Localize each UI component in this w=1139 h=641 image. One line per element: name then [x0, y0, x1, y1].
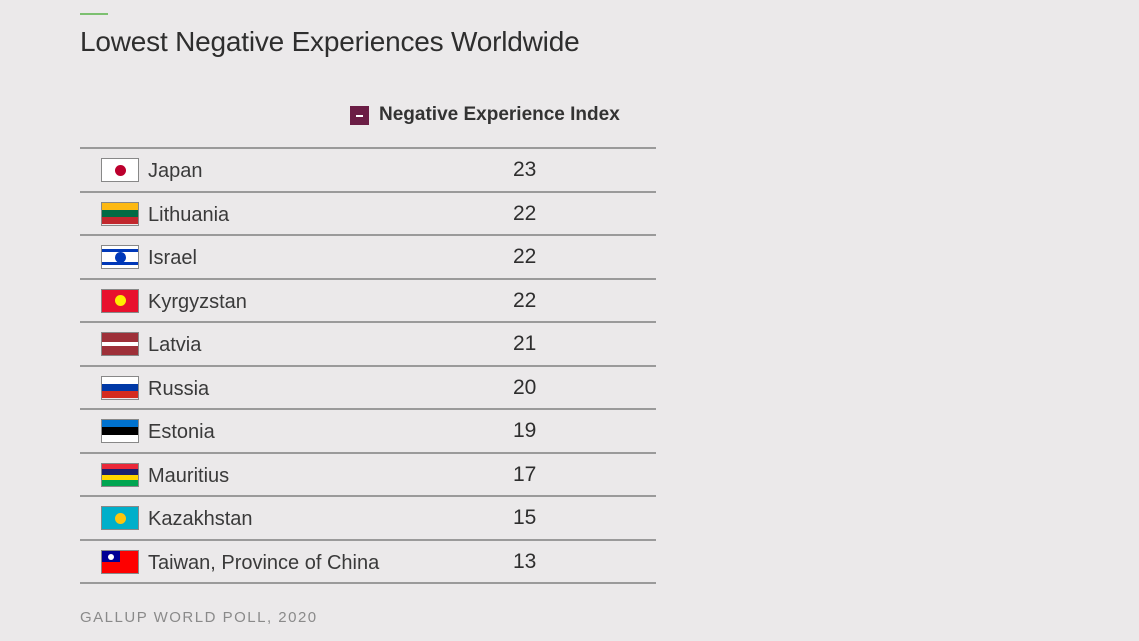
country-name: Kazakhstan [148, 508, 253, 530]
table-row: Mauritius 17 [80, 454, 656, 497]
country-name: Latvia [148, 334, 202, 356]
table-row: Taiwan, Province of China 13 [80, 541, 656, 584]
flag-icon [101, 201, 139, 226]
country-name: Israel [148, 247, 197, 269]
legend-swatch [350, 105, 369, 125]
table-row: Japan 23 [80, 149, 656, 193]
country-name: Taiwan, Province of China [148, 551, 380, 574]
flag-icon [101, 245, 139, 269]
ranking-table: Japan 23 Lithuania 22 Israel 22 Kyrgyzstan 22 La… [80, 147, 656, 584]
flag-icon [101, 462, 139, 487]
flag-icon [101, 332, 139, 356]
country-name: Russia [148, 377, 210, 400]
flag-icon [101, 549, 139, 574]
index-value: 15 [513, 506, 537, 529]
legend-label: Negative Experience Index [379, 104, 620, 125]
flag-icon [101, 375, 139, 400]
index-value: 22 [513, 245, 537, 268]
index-value: 19 [513, 419, 537, 442]
table-row: Russia 20 [80, 367, 656, 410]
index-value: 17 [513, 462, 537, 486]
country-name: Mauritius [148, 464, 230, 487]
index-value: 20 [513, 375, 537, 399]
table-row: Estonia 19 [80, 410, 656, 454]
index-value: 22 [513, 201, 537, 225]
flag-icon [101, 288, 139, 313]
country-name: Estonia [148, 421, 215, 443]
country-name: Kyrgyzstan [148, 290, 247, 313]
table-row: Israel 22 [80, 236, 656, 280]
country-name: Lithuania [148, 203, 230, 226]
index-value: 21 [513, 332, 537, 355]
index-value: 13 [513, 549, 537, 573]
index-value: 23 [513, 158, 537, 181]
chart-title: Lowest Negative Experiences Worldwide [80, 26, 580, 57]
table-row: Kazakhstan 15 [80, 497, 656, 541]
legend: Negative Experience Index [350, 104, 620, 126]
table-row: Latvia 21 [80, 323, 656, 367]
table-row: Lithuania 22 [80, 193, 656, 236]
table-row: Kyrgyzstan 22 [80, 280, 656, 323]
country-name: Japan [148, 160, 203, 182]
title-accent-line [80, 13, 108, 15]
flag-icon [101, 419, 139, 443]
index-value: 22 [513, 288, 537, 312]
flag-icon [101, 506, 139, 530]
source-note: GALLUP WORLD POLL, 2020 [80, 609, 318, 626]
flag-icon [101, 158, 139, 182]
